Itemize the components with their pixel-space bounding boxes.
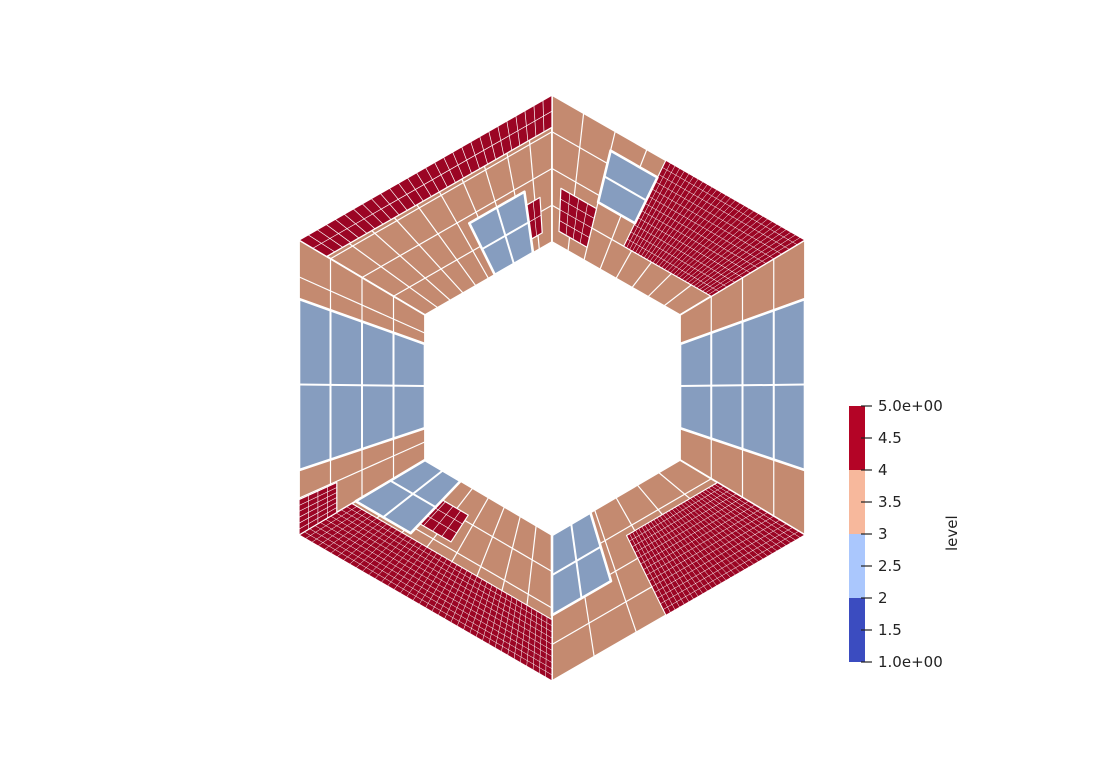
coarse-bottom-right-block-gridline bbox=[551, 545, 602, 577]
colorbar-tick-label: 4 bbox=[878, 461, 888, 479]
coarse-top-left-block-gridline bbox=[481, 221, 530, 250]
refined-bottom-right-block-gridline bbox=[629, 486, 724, 542]
refined-top-left-edge-gridline bbox=[312, 110, 553, 249]
refined-bottom-left-band-gridline bbox=[341, 509, 553, 633]
refined-bottom-right-block-gridline bbox=[640, 501, 749, 565]
colorbar-band-3 bbox=[849, 470, 865, 534]
refined-bottom-right-block-gridline bbox=[651, 516, 774, 588]
refined-top-inner-patch-gridline bbox=[559, 209, 592, 229]
colorbar-tick-label: 2 bbox=[878, 589, 888, 607]
refined-bottom-left-band-gridline bbox=[330, 515, 553, 645]
colorbar-tick-label: 1.0e+00 bbox=[878, 653, 943, 671]
colorbar-tick-label: 1.5 bbox=[878, 621, 902, 639]
refined-bottom-right-block-gridline bbox=[643, 504, 756, 570]
colorbar-band-1 bbox=[849, 598, 865, 662]
coarse-bottom-left-block-gridline bbox=[389, 479, 437, 508]
refined-bottom-left-band-gridline bbox=[325, 519, 553, 651]
refined-top-right-block-gridline bbox=[630, 231, 727, 288]
refined-bottom-left-band-gridline bbox=[309, 528, 553, 669]
refined-bottom-left-band-gridline bbox=[304, 531, 553, 676]
refined-bottom-left-band-gridline bbox=[320, 522, 553, 657]
refined-top-left-edge-panel bbox=[298, 94, 553, 258]
refined-bottom-right-block-gridline bbox=[648, 512, 768, 582]
refined-top-right-block-gridline bbox=[662, 167, 798, 245]
colorbar-tick-label: 2.5 bbox=[878, 557, 902, 575]
colorbar-tick-label: 5.0e+00 bbox=[878, 397, 943, 415]
coarse-top-right-block-panel bbox=[596, 149, 659, 225]
coarse-top-right-block-gridline bbox=[603, 175, 647, 202]
refined-top-inner-patch-gridline bbox=[559, 220, 590, 238]
coarse-top-left-block-panel bbox=[467, 190, 535, 277]
refined-bottom-right-block-gridline bbox=[662, 531, 799, 610]
refined-top-small-patch-gridline bbox=[528, 214, 542, 223]
colorbar-title: level bbox=[943, 515, 961, 551]
refined-bottom-left-band-gridline bbox=[335, 512, 553, 639]
refined-bottom-right-block-gridline bbox=[631, 489, 731, 548]
colorbar-tick-label: 3.5 bbox=[878, 493, 902, 511]
refined-bottom-right-block-gridline bbox=[660, 527, 793, 605]
refined-bottom-inner-patch-gridline bbox=[441, 510, 461, 537]
refined-top-right-block-gridline bbox=[637, 217, 743, 278]
refined-top-right-block-gridline bbox=[627, 238, 720, 292]
refined-top-inner-patch-gridline bbox=[560, 198, 595, 219]
refined-bottom-right-block-gridline bbox=[646, 508, 762, 576]
refined-bottom-inner-patch-gridline bbox=[432, 506, 454, 532]
refined-bottom-left-band-gridline bbox=[346, 506, 553, 627]
refined-bottom-inner-patch-gridline bbox=[423, 501, 446, 527]
refined-bottom-right-block-gridline bbox=[654, 519, 781, 593]
sector-top-left-gridline bbox=[361, 167, 553, 279]
colorbar-tick-label: 4.5 bbox=[878, 429, 902, 447]
refined-top-right-block-gridline bbox=[658, 174, 790, 250]
refined-top-inner-patch-panel bbox=[558, 187, 598, 248]
colorbar-tick-label: 3 bbox=[878, 525, 888, 543]
refined-top-right-block-gridline bbox=[651, 188, 774, 259]
coarse-bottom-right-block-panel bbox=[550, 511, 613, 617]
sector-top-left-gridline bbox=[330, 131, 553, 260]
refined-bottom-right-block-gridline bbox=[657, 523, 787, 599]
colorbar-band-2 bbox=[849, 534, 865, 598]
refined-bottom-left-band-panel bbox=[298, 502, 553, 682]
refined-top-right-block-gridline bbox=[644, 203, 759, 269]
refined-top-right-block-gridline bbox=[655, 181, 782, 255]
refined-top-right-block-gridline bbox=[641, 210, 751, 274]
refined-top-right-block-gridline bbox=[648, 195, 767, 264]
refined-top-right-block-gridline bbox=[634, 224, 735, 283]
refined-bottom-right-block-gridline bbox=[637, 497, 743, 559]
refined-bottom-right-block-gridline bbox=[634, 493, 737, 553]
colorbar-band-4 bbox=[849, 406, 865, 470]
refined-bottom-left-band-gridline bbox=[314, 525, 553, 663]
